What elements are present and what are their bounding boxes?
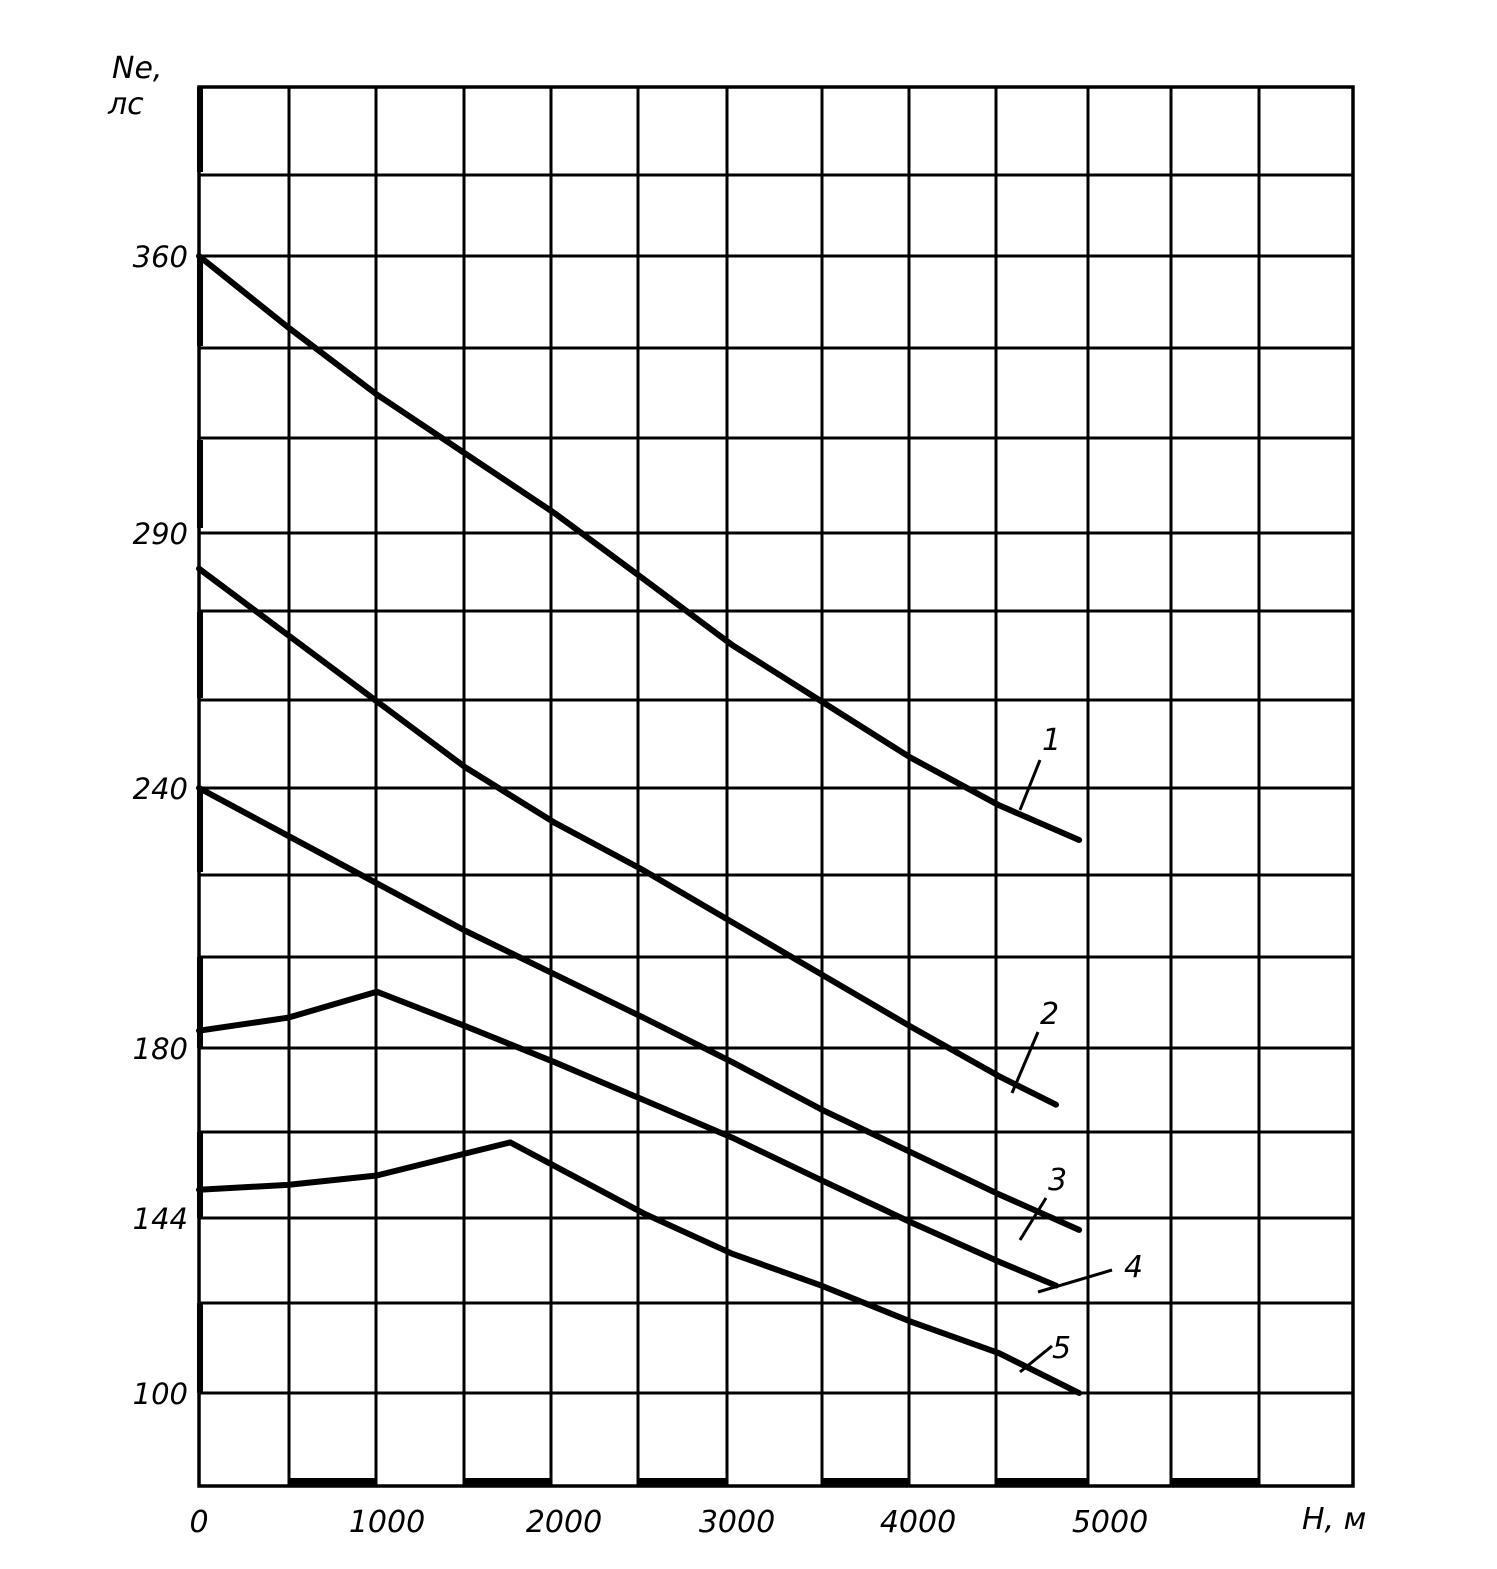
series-label-1: 1 [1042,723,1061,758]
x-tick-label: 3000 [699,1505,775,1540]
grid [197,87,1353,1486]
x-tick-label: 4000 [880,1505,956,1540]
series-leader-4 [1037,1268,1113,1294]
x-tick-label: 5000 [1072,1505,1148,1540]
series [196,253,1083,1396]
x-tick-label: 1000 [349,1505,425,1540]
series-leader-1 [1018,759,1042,811]
tick-labels: 0 1000 2000 3000 4000 5000 360 290 240 180 144 100 [133,240,1149,1540]
series-label-5: 5 [1052,1331,1071,1366]
series-label-2: 2 [1040,997,1059,1032]
y-tick-label: 240 [133,772,188,806]
series-line-4 [196,988,1059,1289]
y-tick-label: 360 [133,240,188,274]
y-tick-label: 290 [133,517,188,551]
series-labels: 1 2 3 4 5 [1010,723,1143,1374]
series-label-3: 3 [1048,1163,1067,1198]
x-tick-label: 0 [189,1505,208,1540]
series-line-5 [196,1139,1083,1396]
y-axis-title: Ne, лс [107,51,162,122]
y-tick-label: 100 [133,1377,188,1411]
series-label-4: 4 [1124,1250,1143,1285]
series-leader-3 [1018,1197,1048,1241]
y-tick-label: 144 [133,1202,188,1236]
series-line-1 [196,253,1083,843]
series-leader-5 [1019,1344,1053,1374]
x-tick-label: 2000 [526,1505,602,1540]
series-leader-2 [1010,1031,1040,1094]
x-axis-title: Н, м [1302,1502,1366,1537]
series-line-2 [196,565,1059,1108]
y-axis-title-line1: Ne, [112,51,162,86]
y-axis-title-line2: лс [107,87,144,122]
series-line-3 [196,785,1083,1233]
y-tick-label: 180 [133,1032,188,1066]
